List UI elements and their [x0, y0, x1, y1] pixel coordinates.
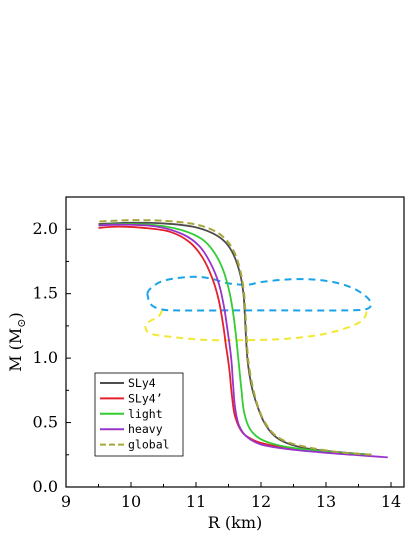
x-tick-label: 12	[251, 492, 271, 511]
x-tick-label: 11	[186, 492, 206, 511]
svg-text:M (M⊙): M (M⊙)	[6, 312, 28, 372]
series-line-1	[98, 225, 372, 456]
y-axis-title-close: )	[6, 312, 25, 318]
y-axis-title: M (M⊙)	[6, 312, 28, 372]
contour-2	[144, 309, 368, 342]
series-line-4	[98, 219, 372, 456]
contour-1	[146, 275, 372, 312]
legend-label: heavy	[128, 422, 163, 436]
series-line-2	[98, 223, 372, 456]
x-tick-label: 13	[316, 492, 336, 511]
legend-label: light	[128, 407, 163, 421]
ticks-layer	[65, 228, 392, 488]
tick-labels-layer: 9 10 11 12 13 14 0.0 0.5 1.0 1.5 2.0	[33, 219, 402, 511]
sun-symbol: ⊙	[15, 318, 28, 327]
series-layer	[98, 219, 388, 459]
x-tick-label: 9	[61, 492, 71, 511]
y-tick-label: 0.5	[33, 413, 58, 432]
x-tick-label: 10	[121, 492, 141, 511]
y-tick-label: 1.5	[33, 284, 58, 303]
y-axis-title-text: M (M	[6, 328, 25, 372]
legend-label: SLy4	[128, 376, 156, 390]
x-tick-label: 14	[381, 492, 401, 511]
y-tick-label: 1.0	[33, 348, 58, 367]
legend-label: global	[128, 438, 170, 452]
x-axis-title: R (km)	[208, 513, 262, 532]
series-line-3	[98, 223, 388, 459]
legend-label: SLy4’	[128, 391, 163, 405]
y-tick-label: 2.0	[33, 219, 58, 238]
contours-layer	[144, 275, 372, 342]
y-tick-label: 0.0	[33, 477, 58, 496]
plot-frame	[65, 196, 405, 488]
